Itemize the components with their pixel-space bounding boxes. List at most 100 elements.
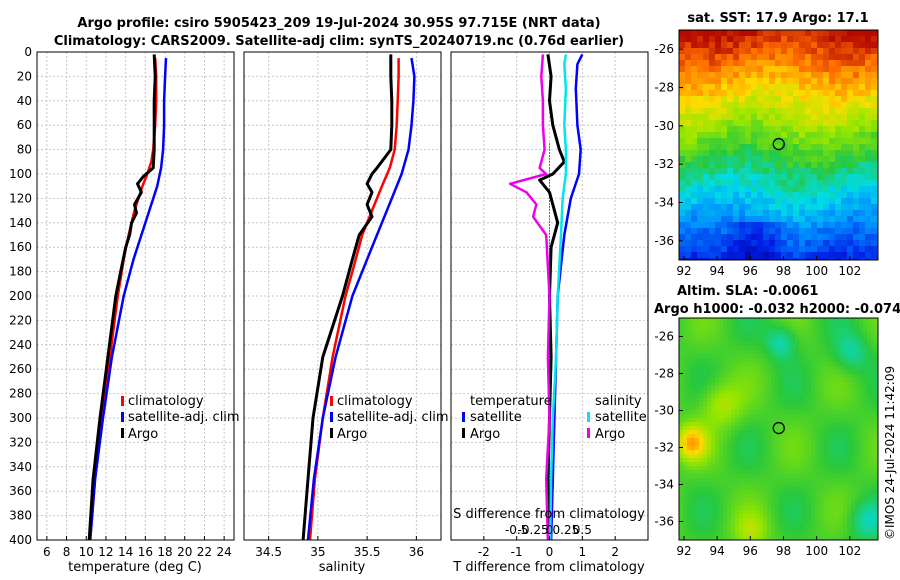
map-cell <box>817 258 824 261</box>
map-cell <box>721 144 728 151</box>
map-cell <box>831 410 836 415</box>
map-cell <box>687 338 692 343</box>
map-cell <box>679 246 686 253</box>
map-cell <box>739 438 744 443</box>
map-cell <box>711 518 716 523</box>
map-cell <box>791 434 796 439</box>
map-cell <box>779 522 784 527</box>
map-cell <box>841 198 848 205</box>
map-cell <box>859 362 864 367</box>
map-cell <box>757 36 764 43</box>
map-cell <box>819 478 824 483</box>
map-cell <box>863 350 868 355</box>
map-cell <box>787 486 792 491</box>
map-cell <box>793 138 800 145</box>
map-cell <box>841 204 848 211</box>
map-cell <box>685 60 692 67</box>
map-cell <box>843 354 848 359</box>
map-cell <box>867 442 872 447</box>
map-cell <box>685 198 692 205</box>
map-cell <box>787 326 792 331</box>
map-cell <box>757 90 764 97</box>
map-cell <box>707 422 712 427</box>
map-cell <box>685 222 692 229</box>
map-cell <box>853 192 860 199</box>
map-cell <box>863 398 868 403</box>
map-cell <box>805 102 812 109</box>
map-cell <box>679 522 684 527</box>
map-cell <box>783 478 788 483</box>
map-cell <box>839 386 844 391</box>
map-cell <box>807 478 812 483</box>
map-cell <box>715 228 722 235</box>
map-cell <box>799 438 804 443</box>
map-cell <box>841 90 848 97</box>
map-cell <box>769 84 776 91</box>
map-cell <box>731 346 736 351</box>
map-cell <box>751 36 758 43</box>
map-cell <box>793 84 800 91</box>
map-cell <box>697 174 704 181</box>
map-cell <box>687 442 692 447</box>
map-cell <box>715 454 720 459</box>
map-cell <box>871 330 876 335</box>
map-cell <box>811 180 818 187</box>
map-cell <box>827 482 832 487</box>
map-cell <box>827 522 832 527</box>
map-cell <box>747 338 752 343</box>
map-cell <box>847 150 854 157</box>
map-cell <box>779 322 784 327</box>
map-cell <box>823 338 828 343</box>
map-cell <box>847 84 854 91</box>
map-cell <box>835 338 840 343</box>
map-cell <box>743 490 748 495</box>
map-cell <box>863 386 868 391</box>
map-cell <box>775 494 780 499</box>
map-cell <box>709 84 716 91</box>
map-cell <box>769 30 776 37</box>
map-cell <box>719 394 724 399</box>
map-cell <box>757 150 764 157</box>
map-cell <box>817 138 824 145</box>
map-cell <box>865 42 872 49</box>
map-cell <box>811 338 816 343</box>
map-cell <box>863 342 868 347</box>
map-cell <box>793 42 800 49</box>
map-cell <box>707 466 712 471</box>
map-cell <box>841 126 848 133</box>
map-cell <box>847 102 854 109</box>
map-cell <box>709 234 716 241</box>
map-cell <box>715 186 722 193</box>
map-cell <box>811 204 818 211</box>
map-cell <box>775 458 780 463</box>
map-cell <box>787 72 794 79</box>
map-cell <box>775 490 780 495</box>
map-cell <box>721 102 728 109</box>
map-cell <box>807 362 812 367</box>
map-cell <box>723 506 728 511</box>
map-cell <box>743 382 748 387</box>
map-cell <box>835 54 842 61</box>
map-cell <box>775 132 782 139</box>
map-cell <box>731 322 736 327</box>
map-cell <box>739 522 744 527</box>
map-cell <box>807 322 812 327</box>
map-cell <box>811 126 818 133</box>
map-cell <box>841 114 848 121</box>
map-cell <box>771 462 776 467</box>
map-cell <box>735 498 740 503</box>
map-cell <box>767 326 772 331</box>
map-cell <box>679 534 684 539</box>
map-cell <box>847 210 854 217</box>
map-x-tick-label: 94 <box>710 544 725 558</box>
map-cell <box>679 398 684 403</box>
map-cell <box>835 108 842 115</box>
map-cell <box>709 42 716 49</box>
map-cell <box>679 78 686 85</box>
map-cell <box>733 258 740 261</box>
map-cell <box>807 378 812 383</box>
map-cell <box>847 494 852 499</box>
map-cell <box>769 186 776 193</box>
map-cell <box>699 370 704 375</box>
map-cell <box>759 426 764 431</box>
